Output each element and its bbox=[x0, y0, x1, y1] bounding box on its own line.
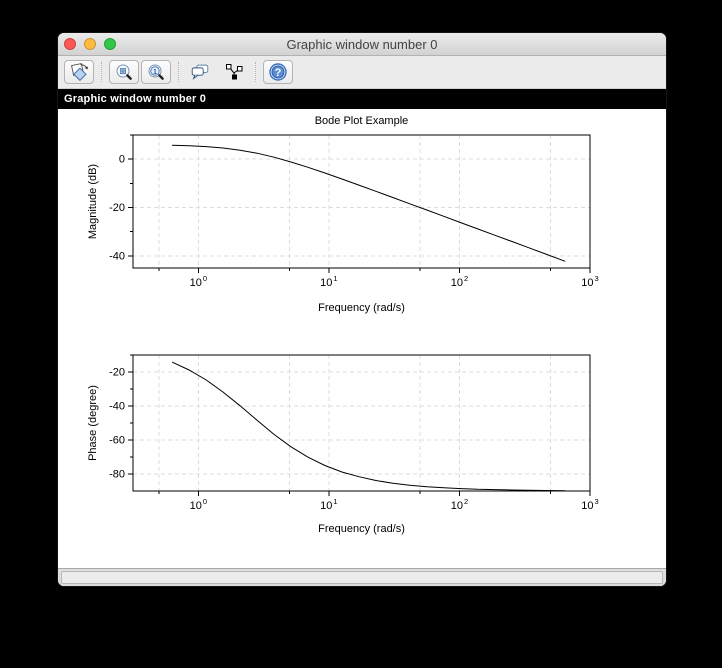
svg-text:100: 100 bbox=[190, 274, 207, 289]
toolbar-separator bbox=[178, 62, 179, 82]
zoom-area-button[interactable] bbox=[109, 60, 139, 84]
svg-text:102: 102 bbox=[451, 274, 468, 289]
grid-layer bbox=[133, 135, 591, 268]
svg-text:-20: -20 bbox=[109, 367, 125, 379]
svg-text:-40: -40 bbox=[109, 250, 125, 262]
toolbar: 1 bbox=[58, 56, 666, 89]
status-field bbox=[61, 571, 663, 584]
rotate-button[interactable] bbox=[64, 60, 94, 84]
svg-text:-80: -80 bbox=[109, 469, 125, 481]
svg-text:101: 101 bbox=[320, 274, 337, 289]
axes-layer bbox=[128, 134, 591, 273]
close-button[interactable] bbox=[64, 38, 76, 50]
zoom-button-group: 1 bbox=[109, 60, 171, 84]
node-graph-icon bbox=[226, 64, 243, 80]
datatip-button[interactable] bbox=[220, 60, 248, 84]
curve-layer bbox=[171, 361, 566, 492]
zoom-area-icon bbox=[116, 64, 132, 80]
axes-layer bbox=[128, 354, 591, 496]
rotate-3d-icon bbox=[70, 62, 88, 82]
zoom-window-button[interactable] bbox=[104, 38, 116, 50]
toolbar-separator bbox=[101, 62, 102, 82]
curve-layer bbox=[172, 144, 566, 262]
window-title: Graphic window number 0 bbox=[286, 37, 438, 52]
speech-bubbles-icon bbox=[191, 64, 209, 80]
plot-canvas[interactable]: 100 101 102 103 0 -20 -40 Bode Plot Example Fr… bbox=[58, 109, 666, 568]
magnitude-x-axis-label: Frequency (rad/s) bbox=[318, 302, 405, 314]
svg-text:-60: -60 bbox=[109, 435, 125, 447]
zoom-reset-icon: 1 bbox=[148, 64, 164, 80]
help-button[interactable]: ? bbox=[263, 60, 293, 84]
svg-text:102: 102 bbox=[451, 497, 468, 512]
grid-layer bbox=[133, 355, 591, 491]
magnitude-subplot: 100 101 102 103 0 -20 -40 Bode Plot Example Fr… bbox=[87, 115, 599, 314]
tick-label-layer: 100 101 102 103 0 -20 -40 bbox=[109, 154, 599, 289]
minimize-button[interactable] bbox=[84, 38, 96, 50]
svg-text:103: 103 bbox=[581, 497, 598, 512]
svg-text:103: 103 bbox=[581, 274, 598, 289]
status-bar bbox=[58, 568, 666, 586]
phase-y-axis-label: Phase (degree) bbox=[87, 385, 99, 461]
toolbar-separator bbox=[255, 62, 256, 82]
graphic-window: Graphic window number 0 bbox=[57, 32, 667, 587]
magnitude-y-axis-label: Magnitude (dB) bbox=[87, 164, 99, 239]
svg-text:100: 100 bbox=[190, 497, 207, 512]
phase-subplot: 100 101 102 103 -20 -40 -60 -80 Frequency (rad/… bbox=[87, 354, 599, 535]
chart-title: Bode Plot Example bbox=[315, 115, 409, 127]
help-icon: ? bbox=[269, 63, 287, 81]
svg-text:0: 0 bbox=[119, 154, 125, 166]
figure-header-label: Graphic window number 0 bbox=[64, 93, 207, 105]
edit-graphics-button[interactable] bbox=[186, 60, 214, 84]
window-titlebar[interactable]: Graphic window number 0 bbox=[58, 33, 666, 56]
figure-header-bar: Graphic window number 0 bbox=[58, 89, 666, 109]
zoom-reset-button[interactable]: 1 bbox=[141, 60, 171, 84]
svg-text:-40: -40 bbox=[109, 401, 125, 413]
bode-figure: 100 101 102 103 0 -20 -40 Bode Plot Example Fr… bbox=[87, 115, 599, 535]
phase-x-axis-label: Frequency (rad/s) bbox=[318, 523, 405, 535]
zoom-reset-glyph: 1 bbox=[153, 67, 157, 76]
svg-text:-20: -20 bbox=[109, 202, 125, 214]
help-glyph: ? bbox=[275, 67, 282, 79]
svg-text:101: 101 bbox=[320, 497, 337, 512]
